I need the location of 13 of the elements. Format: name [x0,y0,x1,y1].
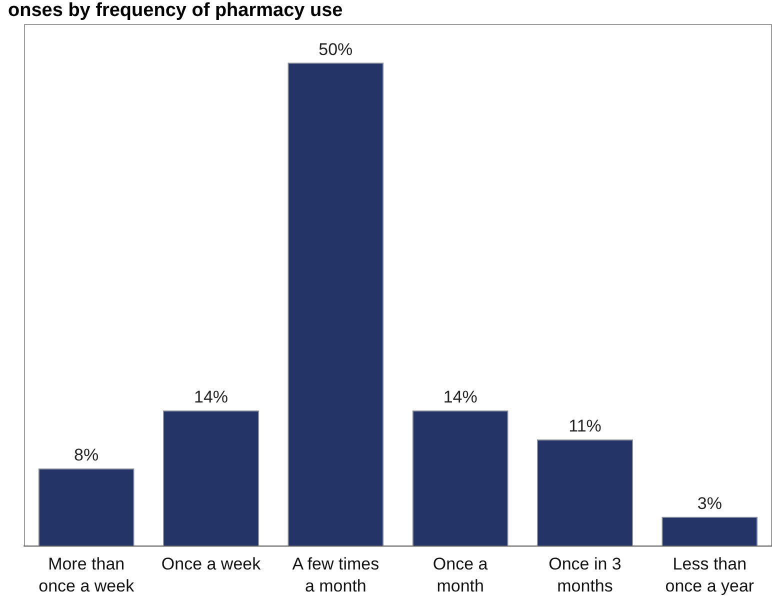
data-label: 3% [697,494,722,513]
chart-title: onses by frequency of pharmacy use [8,0,343,22]
data-label: 8% [74,446,99,465]
data-label: 14% [443,388,478,407]
data-label: 50% [318,40,353,59]
x-tick-label: Once a month [432,554,488,596]
x-tick-label: More than once a week [38,554,135,596]
x-tick-label: Once a week [161,554,262,574]
x-tick-label: Less than once a year [665,554,754,596]
data-label: 11% [568,416,602,436]
x-tick-label: Once in 3 months [548,554,622,596]
x-tick-label: A few times a month [292,554,380,596]
data-label: 14% [194,388,228,407]
